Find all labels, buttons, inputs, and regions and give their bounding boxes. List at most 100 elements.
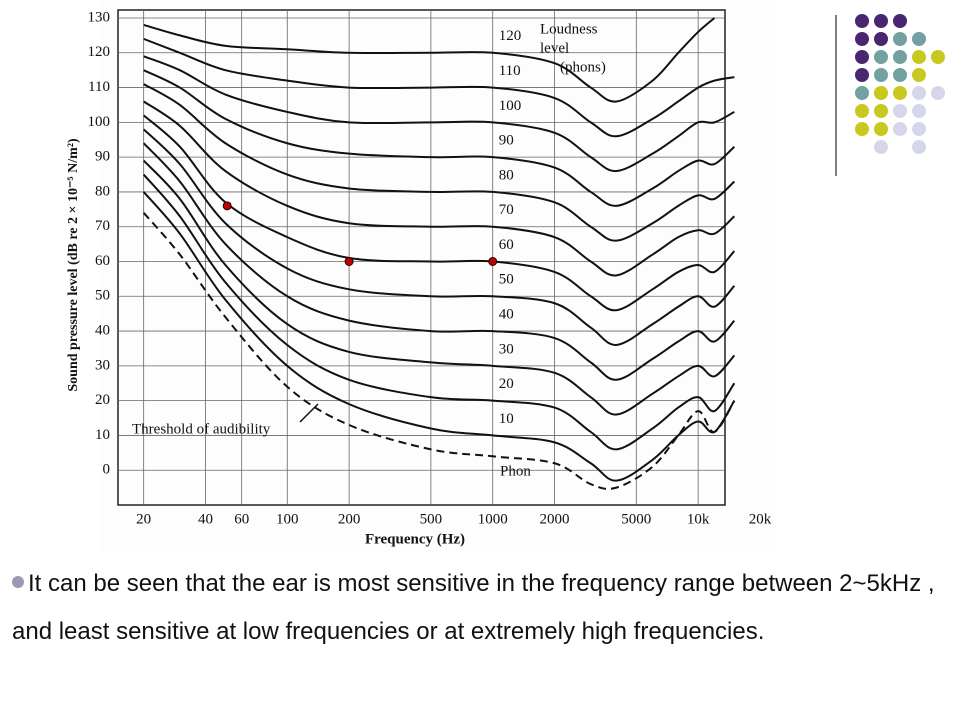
decoration-dot	[931, 86, 945, 100]
curve-label-bg	[496, 237, 527, 254]
curve-label-bg	[496, 376, 527, 393]
decoration-dot	[874, 32, 888, 46]
loudness-curve	[143, 69, 736, 207]
x-tick-label: 20k	[749, 511, 772, 527]
decoration-dot	[893, 14, 907, 28]
decoration-dot	[855, 122, 869, 136]
decoration-dot	[893, 104, 907, 118]
curve-label-bg	[496, 272, 527, 289]
curve-label: 120	[499, 28, 522, 44]
decoration-dot	[912, 104, 926, 118]
phon-label: Phon	[500, 463, 531, 479]
loudness-curve	[142, 191, 736, 482]
decoration-dot	[874, 50, 888, 64]
loudness-curve	[142, 159, 736, 416]
threshold-curve	[142, 212, 736, 490]
y-tick-label: 40	[95, 323, 110, 339]
decoration-dot	[874, 104, 888, 118]
chart-background	[100, 0, 775, 552]
y-tick-label: 10	[95, 427, 110, 443]
loudness-label: level	[540, 40, 569, 56]
loudness-label: Loudness	[540, 21, 598, 37]
curve-label: 80	[499, 167, 514, 183]
curve-label-bg	[496, 167, 527, 184]
curve-label: 70	[499, 202, 514, 218]
curve-label: 60	[499, 237, 514, 253]
threshold-arrow	[299, 403, 319, 423]
loudness-curve	[143, 83, 736, 242]
bullet-marker	[12, 576, 24, 588]
curve-label-bg	[496, 411, 527, 428]
decoration-dot	[893, 68, 907, 82]
x-tick-label: 40	[198, 511, 213, 527]
y-tick-label: 50	[95, 288, 110, 304]
highlight-point	[344, 257, 354, 266]
x-tick-label: 1000	[478, 511, 508, 527]
y-tick-label: 30	[95, 357, 110, 373]
loudness-curve	[143, 100, 736, 277]
decoration-dot	[874, 86, 888, 100]
y-tick-label: 0	[103, 462, 111, 478]
highlight-point	[222, 201, 232, 211]
loudness-curve	[143, 114, 736, 312]
chart: Frequency (Hz) Sound pressure level (dB …	[66, 0, 945, 552]
y-tick-label: 130	[88, 9, 111, 25]
loudness-label: (phons)	[560, 59, 606, 75]
decoration-dot	[912, 86, 926, 100]
y-tick-label: 90	[95, 149, 110, 165]
curve-label: 100	[499, 98, 522, 114]
decoration-dot	[874, 14, 888, 28]
decoration-dot	[874, 140, 888, 154]
plot-frame	[117, 9, 726, 506]
decoration-dot	[912, 122, 926, 136]
curve-label: 50	[499, 272, 514, 288]
curve-label-bg	[496, 63, 527, 80]
decoration-dot	[912, 50, 926, 64]
curve-label-bg	[496, 307, 527, 324]
y-tick-label: 120	[88, 44, 111, 60]
x-tick-label: 200	[338, 511, 361, 527]
loudness-curve	[143, 37, 735, 138]
curve-label: 110	[499, 63, 521, 79]
y-tick-label: 70	[95, 218, 110, 234]
y-axis-label: Sound pressure level (dB re 2 × 10⁻⁵ N/m…	[66, 138, 81, 392]
decoration-dot	[931, 50, 945, 64]
x-tick-label: 2000	[540, 511, 570, 527]
bullet-text: It can be seen that the ear is most sens…	[12, 560, 948, 656]
highlight-point	[488, 257, 498, 266]
y-tick-label: 20	[95, 392, 110, 408]
curve-label-bg	[496, 341, 527, 358]
x-tick-label: 5000	[621, 511, 651, 527]
curve-label-bg	[496, 98, 527, 115]
decoration-dot	[855, 32, 869, 46]
decoration-dot	[912, 140, 926, 154]
decoration-dot	[855, 14, 869, 28]
curve-label: 90	[499, 133, 514, 149]
bullet-body: It can be seen that the ear is most sens…	[12, 570, 935, 645]
loudness-curve	[142, 128, 736, 346]
loudness-curve	[142, 142, 736, 381]
threshold-label: Threshold of audibility	[132, 421, 271, 437]
loudness-curve	[143, 55, 735, 173]
decoration-dot	[855, 86, 869, 100]
decoration-dot	[893, 32, 907, 46]
decoration-dot	[912, 32, 926, 46]
curve-label-bg	[496, 202, 527, 219]
x-tick-label: 500	[420, 511, 443, 527]
decoration-dot	[893, 86, 907, 100]
x-tick-label: 100	[276, 511, 299, 527]
curve-label: 40	[499, 307, 514, 323]
decoration-dot	[893, 122, 907, 136]
y-tick-label: 110	[88, 79, 110, 95]
y-tick-label: 100	[88, 114, 111, 130]
x-tick-label: 60	[234, 511, 249, 527]
curve-label-bg	[496, 133, 527, 150]
decoration-dot	[874, 122, 888, 136]
curve-label: 30	[499, 341, 514, 357]
x-tick-label: 10k	[687, 511, 710, 527]
x-axis-label: Frequency (Hz)	[365, 531, 465, 547]
loudness-curve	[142, 173, 736, 451]
decoration-dots	[855, 14, 945, 154]
decoration-dot	[855, 68, 869, 82]
